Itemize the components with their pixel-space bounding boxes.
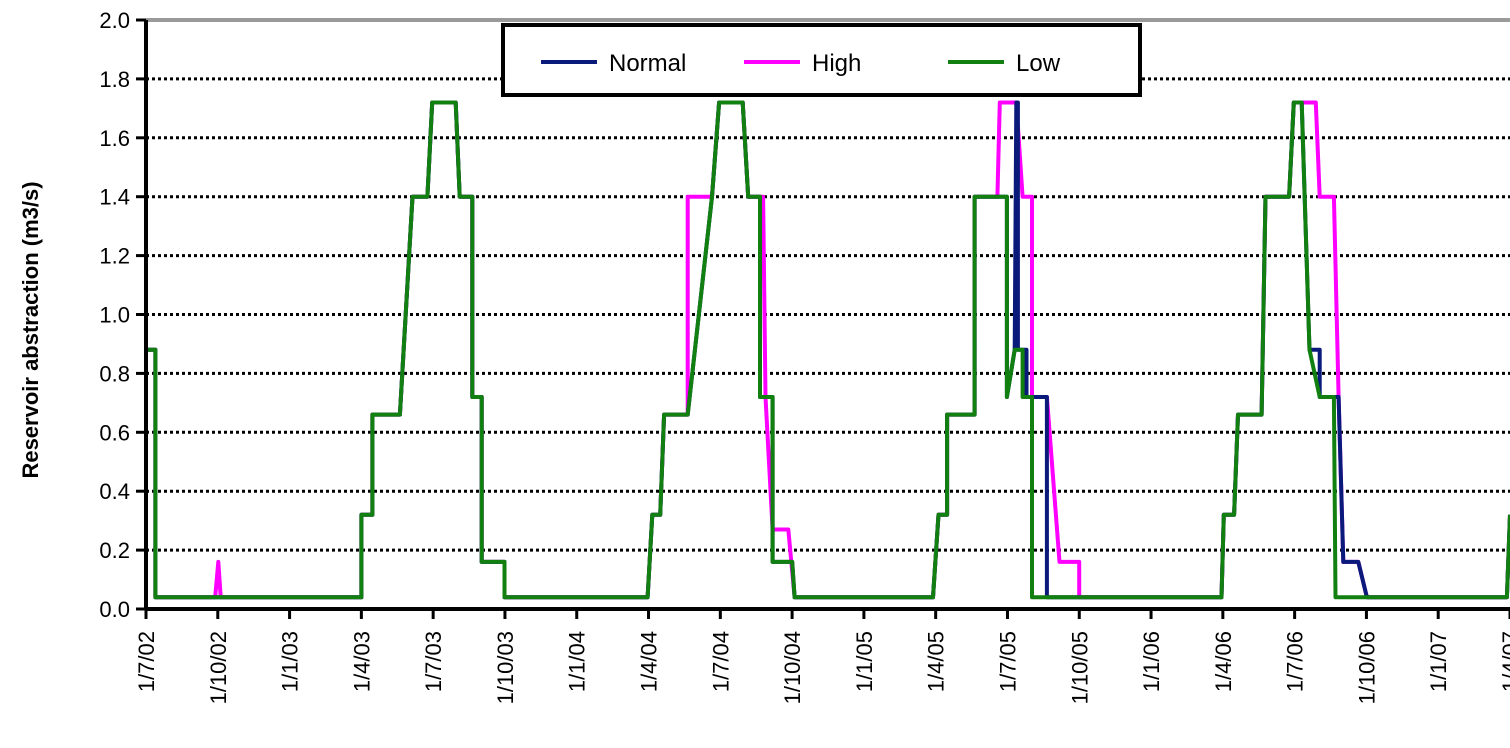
legend-label-normal: Normal: [609, 50, 686, 77]
y-axis-title: Reservoir abstraction (m3/s): [18, 181, 43, 478]
y-tick-label: 1.4: [99, 185, 130, 210]
x-tick-label: 1/4/07: [1498, 631, 1510, 692]
x-tick-label: 1/10/06: [1354, 631, 1379, 704]
y-tick-label: 1.8: [99, 67, 130, 92]
y-tick-label: 0.2: [99, 538, 130, 563]
x-tick-label: 1/7/04: [708, 631, 733, 692]
axes: [136, 18, 1510, 619]
x-tick-label: 1/1/06: [1139, 631, 1164, 692]
x-tick-label: 1/7/05: [995, 631, 1020, 692]
y-tick-label: 1.2: [99, 244, 130, 269]
legend: Normal High Low: [501, 23, 1142, 97]
x-tick-label: 1/10/02: [206, 631, 231, 704]
y-tick-label: 2.0: [99, 8, 130, 33]
y-tick-label: 0.8: [99, 361, 130, 386]
x-tick-label: 1/7/02: [134, 631, 159, 692]
y-tick-label: 1.0: [99, 303, 130, 328]
legend-box: [501, 23, 1142, 97]
x-tick-label: 1/10/05: [1067, 631, 1092, 704]
series-line-low: [146, 100, 1510, 600]
x-tick-label: 1/4/04: [637, 631, 662, 692]
y-tick-label: 0.6: [99, 420, 130, 445]
legend-label-low: Low: [1016, 50, 1061, 77]
x-tick-label: 1/4/05: [924, 631, 949, 692]
legend-label-high: High: [812, 50, 861, 77]
x-tick-label: 1/1/04: [565, 631, 590, 692]
x-tick-label: 1/7/03: [421, 631, 446, 692]
y-tick-labels: 0.0 0.2 0.4 0.6 0.8 1.0 1.2 1.4 1.6 1.8 2.0: [99, 8, 130, 622]
x-tick-label: 1/10/04: [780, 631, 805, 704]
grid-lines: [146, 18, 1510, 552]
x-tick-label: 1/4/06: [1211, 631, 1236, 692]
x-tick-label: 1/1/03: [278, 631, 303, 692]
x-tick-labels: 1/7/02 1/10/02 1/1/03 1/4/03 1/7/03 1/10/03 1/…: [134, 631, 1510, 704]
y-tick-label: 1.6: [99, 126, 130, 151]
y-tick-label: 0.4: [99, 479, 130, 504]
y-tick-label: 0.0: [99, 597, 130, 622]
x-tick-label: 1/4/03: [349, 631, 374, 692]
x-tick-label: 1/7/06: [1283, 631, 1308, 692]
x-tick-label: 1/10/03: [493, 631, 518, 704]
x-tick-label: 1/1/07: [1426, 631, 1451, 692]
series-lines: [146, 100, 1510, 600]
x-tick-label: 1/1/05: [852, 631, 877, 692]
